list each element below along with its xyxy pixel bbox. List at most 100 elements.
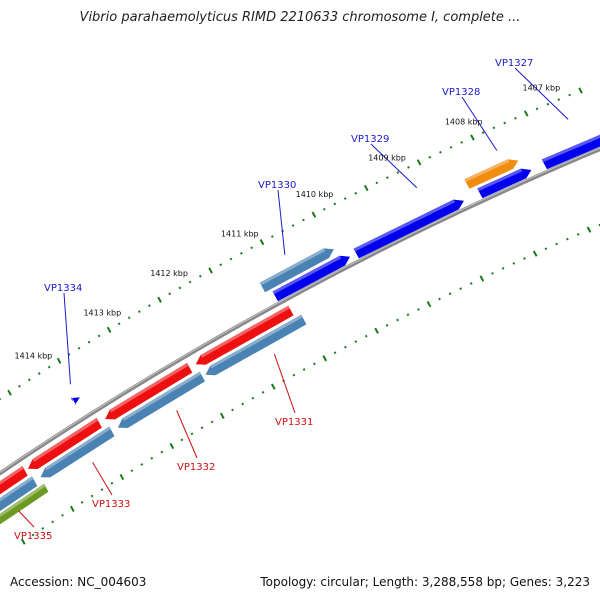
minor-tick <box>313 362 316 366</box>
minor-tick <box>130 469 134 473</box>
scale-tick-label: 1410 kbp <box>296 190 334 199</box>
gene-feature-arrow[interactable] <box>70 397 80 406</box>
minor-tick <box>168 292 172 296</box>
minor-tick <box>459 287 463 290</box>
minor-tick <box>523 257 526 260</box>
minor-tick <box>544 247 548 251</box>
minor-tick <box>117 322 121 326</box>
gene-feature-arrow[interactable] <box>353 199 464 259</box>
minor-tick <box>514 116 517 120</box>
gene-feature-arrow[interactable] <box>477 168 532 199</box>
major-tick <box>532 250 538 257</box>
gene-feature-arrow[interactable] <box>259 248 334 293</box>
gene-label-vp1327[interactable]: VP1327 <box>495 58 533 69</box>
gene-feature-highlight <box>477 168 523 192</box>
minor-tick <box>469 282 473 285</box>
gene-feature-arrow[interactable] <box>117 371 205 428</box>
major-tick <box>374 327 379 334</box>
scale-tick-label: 1407 kbp <box>523 83 561 92</box>
minor-tick <box>137 310 141 314</box>
minor-tick <box>90 494 94 498</box>
minor-tick <box>322 207 326 211</box>
minor-tick <box>190 432 194 436</box>
minor-tick <box>364 334 368 338</box>
gene-feature-arrow[interactable] <box>464 159 519 189</box>
gene-label-vp1330[interactable]: VP1330 <box>258 180 296 191</box>
minor-tick <box>250 246 254 250</box>
minor-tick <box>77 346 81 350</box>
gene-feature-arrow[interactable] <box>28 417 102 469</box>
gene-feature-arrow[interactable] <box>0 466 28 503</box>
minor-tick <box>385 176 389 180</box>
gene-label-vp1333[interactable]: VP1333 <box>92 499 130 510</box>
major-tick <box>56 357 62 364</box>
gene-feature-highlight <box>200 305 290 358</box>
gene-feature-highlight <box>0 483 46 518</box>
gene-feature-highlight <box>541 134 600 163</box>
minor-tick <box>140 463 144 466</box>
gene-label-vp1329[interactable]: VP1329 <box>351 134 389 145</box>
label-leader-line <box>63 292 71 385</box>
minor-tick <box>127 316 131 320</box>
minor-tick <box>150 456 154 460</box>
gene-feature-arrow[interactable] <box>205 314 307 376</box>
minor-tick <box>200 426 204 430</box>
gene-feature-arrow[interactable] <box>272 255 350 302</box>
minor-tick <box>481 131 485 134</box>
minor-tick <box>41 527 45 530</box>
minor-tick <box>535 107 539 111</box>
minor-tick <box>354 340 358 344</box>
gene-feature-highlight <box>464 159 510 182</box>
major-tick <box>523 110 529 117</box>
backbone-line <box>0 147 600 476</box>
minor-tick <box>37 372 41 375</box>
scale-tick-label: 1411 kbp <box>221 230 259 239</box>
major-tick <box>586 226 592 233</box>
minor-tick <box>198 274 202 278</box>
major-tick <box>311 211 317 218</box>
gene-feature-arrow[interactable] <box>0 476 38 515</box>
gene-label-vp1328[interactable]: VP1328 <box>442 87 480 98</box>
minor-tick <box>178 286 182 290</box>
gene-label-vp1331[interactable]: VP1331 <box>275 417 313 428</box>
minor-tick <box>87 340 91 344</box>
minor-tick <box>302 368 306 371</box>
minor-tick <box>492 126 496 130</box>
minor-tick <box>354 191 358 195</box>
gene-feature-arrow[interactable] <box>195 305 294 365</box>
minor-tick <box>302 218 305 222</box>
gene-feature-arrow[interactable] <box>40 426 115 478</box>
gene-feature-arrow[interactable] <box>105 362 193 420</box>
label-leader-line <box>273 353 296 414</box>
backbone <box>0 147 600 476</box>
label-leader-line <box>277 189 286 255</box>
gene-feature-arrow[interactable] <box>0 483 49 526</box>
gene-feature-highlight <box>45 426 111 471</box>
callout-layer: VP1327 VP1328 VP1329 VP1330 VP1334 VP1331 VP13… <box>14 58 569 542</box>
minor-tick <box>396 171 400 174</box>
label-leader-line <box>18 510 35 528</box>
major-tick <box>106 326 112 333</box>
scale-tick-label: 1409 kbp <box>368 154 406 163</box>
minor-tick <box>396 318 399 322</box>
gene-label-vp1335[interactable]: VP1335 <box>14 531 52 542</box>
gene-feature-highlight <box>0 476 34 502</box>
minor-tick <box>219 263 223 267</box>
major-tick <box>7 389 12 396</box>
gene-label-vp1332[interactable]: VP1332 <box>177 462 215 473</box>
major-tick <box>220 412 225 419</box>
minor-tick <box>18 384 21 388</box>
major-tick <box>416 159 422 166</box>
major-tick <box>470 134 475 141</box>
gene-label-vp1334[interactable]: VP1334 <box>44 283 82 294</box>
minor-tick <box>241 402 245 406</box>
minor-tick <box>291 224 295 227</box>
major-tick <box>70 505 75 512</box>
scale-tick-label: 1408 kbp <box>445 118 483 127</box>
minor-tick <box>407 166 410 169</box>
minor-tick <box>51 520 55 524</box>
minor-tick <box>460 141 464 144</box>
minor-tick <box>110 481 114 485</box>
minor-tick <box>555 242 559 246</box>
label-leader-line <box>370 143 418 189</box>
